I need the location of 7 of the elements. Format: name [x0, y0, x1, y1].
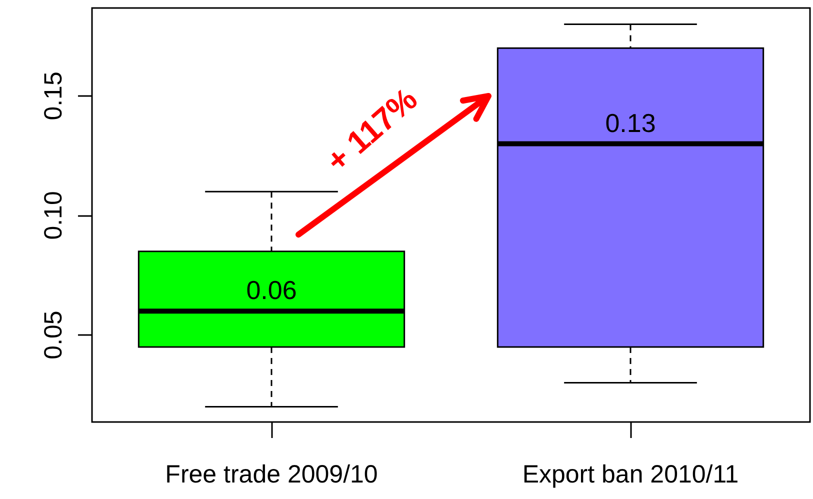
x-tick-label: Export ban 2010/11 [522, 460, 739, 488]
x-tick-label: Free trade 2009/10 [165, 460, 378, 488]
annotation: 0.13 [605, 108, 656, 138]
y-tick-label: 0.05 [40, 310, 68, 360]
y-tick-label: 0.15 [40, 72, 68, 120]
y-tick-label: 0.10 [40, 191, 68, 240]
annotation: 0.06 [246, 275, 297, 306]
